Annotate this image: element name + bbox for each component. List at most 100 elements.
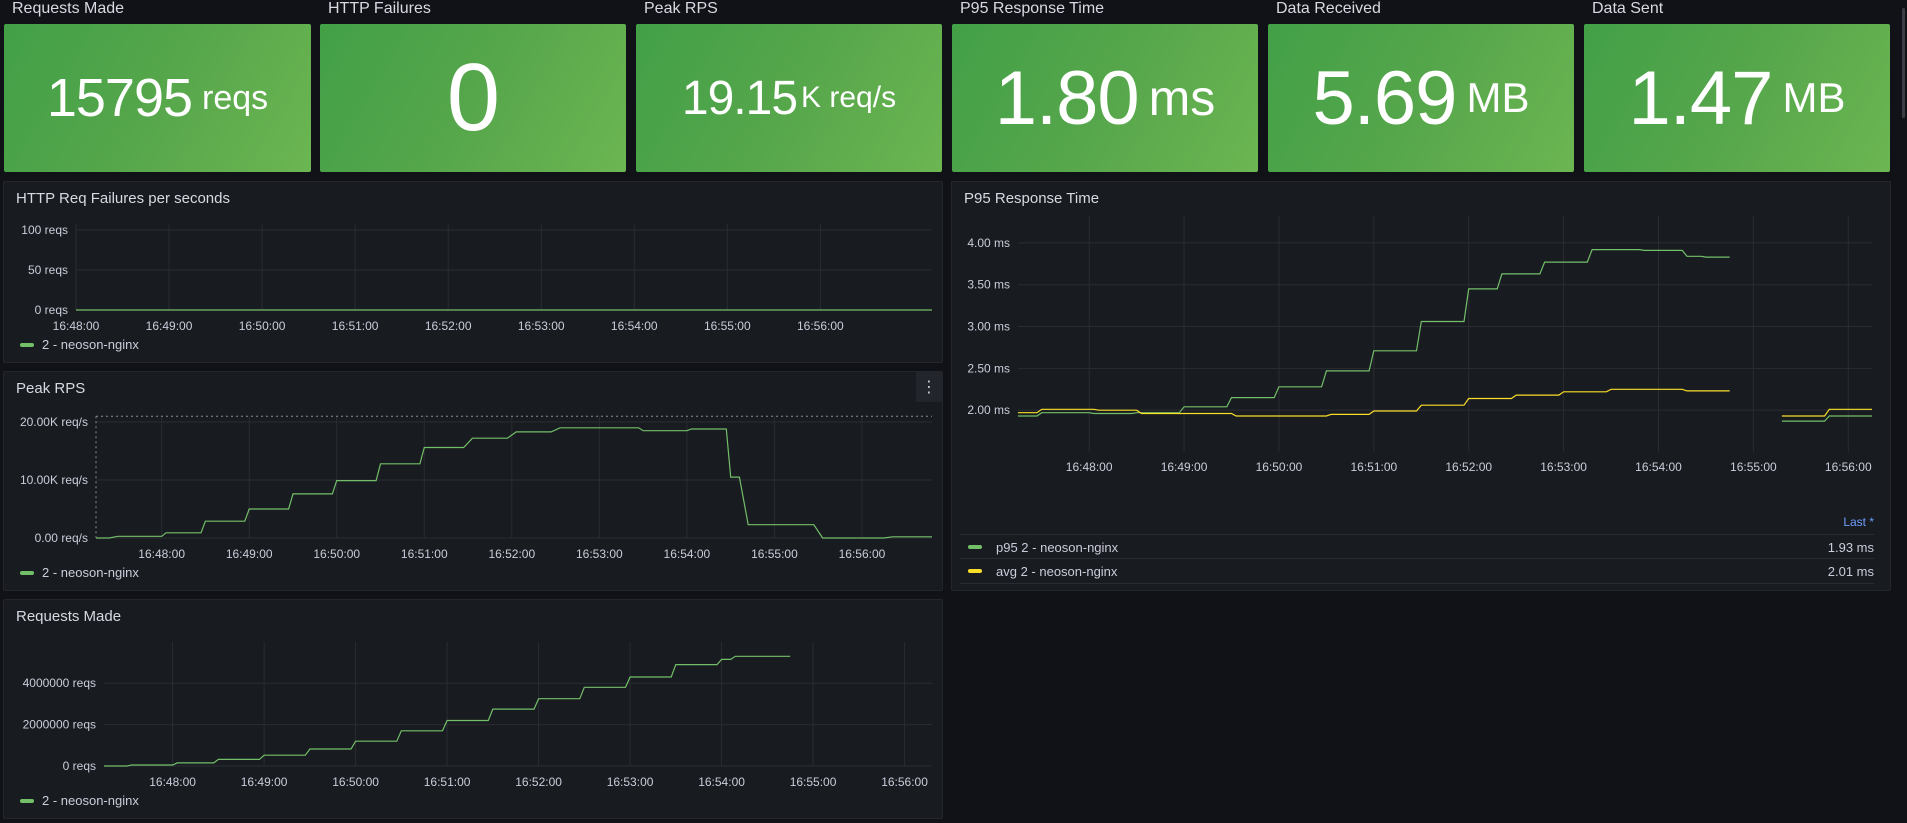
- stat-value: 15795: [46, 68, 193, 128]
- stat-box: 19.15 K req/s: [636, 24, 942, 172]
- panel-title: Peak RPS: [16, 380, 86, 397]
- stat-value: 1.80: [994, 55, 1140, 141]
- x-tick-label: 16:55:00: [790, 775, 837, 789]
- stat-unit: ms: [1148, 70, 1216, 126]
- series-line: [1018, 248, 1730, 417]
- x-tick-label: 16:49:00: [241, 775, 288, 789]
- y-tick-label: 10.00K req/s: [20, 473, 88, 487]
- x-tick-label: 16:55:00: [704, 319, 751, 333]
- legend-swatch: [20, 798, 34, 803]
- legend-item[interactable]: 2 - neoson-nginx: [20, 565, 139, 580]
- y-tick-label: 20.00K req/s: [20, 415, 88, 429]
- failures-chart: 100 reqs 50 reqs 0 reqs 16:48:00 16:49:00 16:…: [21, 223, 932, 333]
- stat-value: 5.69: [1312, 55, 1458, 141]
- series-line: [104, 655, 791, 767]
- x-tick-label: 16:51:00: [332, 319, 379, 333]
- x-tick-label: 16:55:00: [1730, 460, 1777, 474]
- x-tick-label: 16:54:00: [1635, 460, 1682, 474]
- x-tick-label: 16:48:00: [138, 547, 185, 561]
- x-tick-label: 16:49:00: [146, 319, 193, 333]
- stat-value: 0: [446, 44, 500, 151]
- x-tick-label: 16:54:00: [611, 319, 658, 333]
- stat-box: 1.47 MB: [1584, 24, 1890, 172]
- page-scrollbar[interactable]: [1902, 8, 1905, 118]
- series-line: [96, 427, 932, 539]
- x-tick-label: 16:56:00: [881, 775, 928, 789]
- x-tick-label: 16:53:00: [607, 775, 654, 789]
- legend-last-value: 2.01 ms: [1827, 563, 1874, 579]
- x-tick-label: 16:48:00: [149, 775, 196, 789]
- legend-label: 2 - neoson-nginx: [42, 565, 139, 580]
- y-tick-label: 4.00 ms: [967, 236, 1010, 250]
- legend-swatch: [968, 569, 982, 573]
- panel-failures[interactable]: HTTP Req Failures per seconds 100 reqs 50…: [3, 181, 943, 363]
- legend-swatch: [20, 342, 34, 347]
- panel-p95[interactable]: P95 Response Time 4.00 ms 3.50 ms 3.00 ms 2…: [951, 181, 1891, 591]
- x-tick-label: 16:55:00: [751, 547, 798, 561]
- x-tick-label: 16:56:00: [1825, 460, 1872, 474]
- y-tick-label: 3.00 ms: [967, 320, 1010, 334]
- stat-box: 0: [320, 24, 626, 172]
- requests-chart: 4000000 reqs 2000000 reqs 0 reqs 16:48:00 16…: [23, 642, 932, 789]
- legend-sort-header[interactable]: Last *: [1843, 515, 1874, 529]
- panel-menu-button[interactable]: ⋮: [916, 372, 942, 402]
- vertical-ellipsis-icon: ⋮: [921, 379, 937, 396]
- legend-row-p95[interactable]: p95 2 - neoson-nginx 1.93 ms: [960, 534, 1874, 559]
- panel-peak-rps[interactable]: Peak RPS ⋮ 20.00K req/s 10.00K req/s 0.00 …: [3, 371, 943, 591]
- x-tick-label: 16:52:00: [515, 775, 562, 789]
- x-tick-label: 16:50:00: [332, 775, 379, 789]
- stat-box: 15795 reqs: [4, 24, 311, 172]
- x-tick-label: 16:51:00: [401, 547, 448, 561]
- y-tick-label: 0.00 req/s: [35, 531, 88, 545]
- stat-unit: reqs: [202, 78, 269, 117]
- stat-value: 19.15: [681, 71, 798, 125]
- stat-unit: MB: [1782, 74, 1846, 121]
- x-tick-label: 16:54:00: [698, 775, 745, 789]
- legend-label: 2 - neoson-nginx: [42, 337, 139, 352]
- y-tick-label: 0 reqs: [63, 759, 96, 773]
- legend-label: avg 2 - neoson-nginx: [996, 563, 1118, 579]
- panel-title: HTTP Req Failures per seconds: [16, 190, 230, 207]
- legend-label: 2 - neoson-nginx: [42, 793, 139, 808]
- x-tick-label: 16:52:00: [1445, 460, 1492, 474]
- x-tick-label: 16:53:00: [1540, 460, 1587, 474]
- stat-title: Requests Made: [12, 0, 125, 17]
- legend-last-value: 1.93 ms: [1827, 539, 1874, 555]
- legend-item[interactable]: 2 - neoson-nginx: [20, 793, 139, 808]
- panel-title: P95 Response Time: [964, 190, 1100, 207]
- x-tick-label: 16:51:00: [424, 775, 471, 789]
- x-tick-label: 16:53:00: [576, 547, 623, 561]
- stat-unit: MB: [1466, 74, 1530, 121]
- x-tick-label: 16:56:00: [797, 319, 844, 333]
- y-tick-label: 2000000 reqs: [23, 718, 96, 732]
- y-tick-label: 2.00 ms: [967, 403, 1010, 417]
- stat-title: Peak RPS: [644, 0, 718, 17]
- x-tick-label: 16:49:00: [1161, 460, 1208, 474]
- p95-chart: 4.00 ms 3.50 ms 3.00 ms 2.50 ms 2.00 ms 16:48…: [967, 216, 1872, 474]
- stat-title: P95 Response Time: [960, 0, 1105, 17]
- legend-item[interactable]: 2 - neoson-nginx: [20, 337, 139, 352]
- x-tick-label: 16:50:00: [313, 547, 360, 561]
- y-tick-label: 0 reqs: [35, 303, 68, 317]
- y-tick-label: 100 reqs: [21, 223, 68, 237]
- x-tick-label: 16:51:00: [1350, 460, 1397, 474]
- x-tick-label: 16:54:00: [664, 547, 711, 561]
- y-tick-label: 3.50 ms: [967, 278, 1010, 292]
- panel-requests[interactable]: Requests Made 4000000 reqs 2000000 reqs 0 …: [3, 599, 943, 819]
- stat-box: 1.80 ms: [952, 24, 1258, 172]
- x-tick-label: 16:56:00: [839, 547, 886, 561]
- legend-swatch: [968, 545, 982, 549]
- series-line: [1781, 408, 1872, 417]
- legend-label: p95 2 - neoson-nginx: [996, 539, 1119, 555]
- legend-row-avg[interactable]: avg 2 - neoson-nginx 2.01 ms: [960, 558, 1874, 584]
- x-tick-label: 16:50:00: [239, 319, 286, 333]
- x-tick-label: 16:52:00: [425, 319, 472, 333]
- series-line: [1018, 388, 1730, 417]
- stat-box: 5.69 MB: [1268, 24, 1574, 172]
- x-tick-label: 16:53:00: [518, 319, 565, 333]
- peak-rps-chart: 20.00K req/s 10.00K req/s 0.00 req/s 16:48:…: [20, 415, 932, 561]
- y-tick-label: 2.50 ms: [967, 361, 1010, 375]
- stat-value: 1.47: [1628, 55, 1774, 141]
- stat-title: Data Sent: [1592, 0, 1664, 17]
- stat-title: HTTP Failures: [328, 0, 431, 17]
